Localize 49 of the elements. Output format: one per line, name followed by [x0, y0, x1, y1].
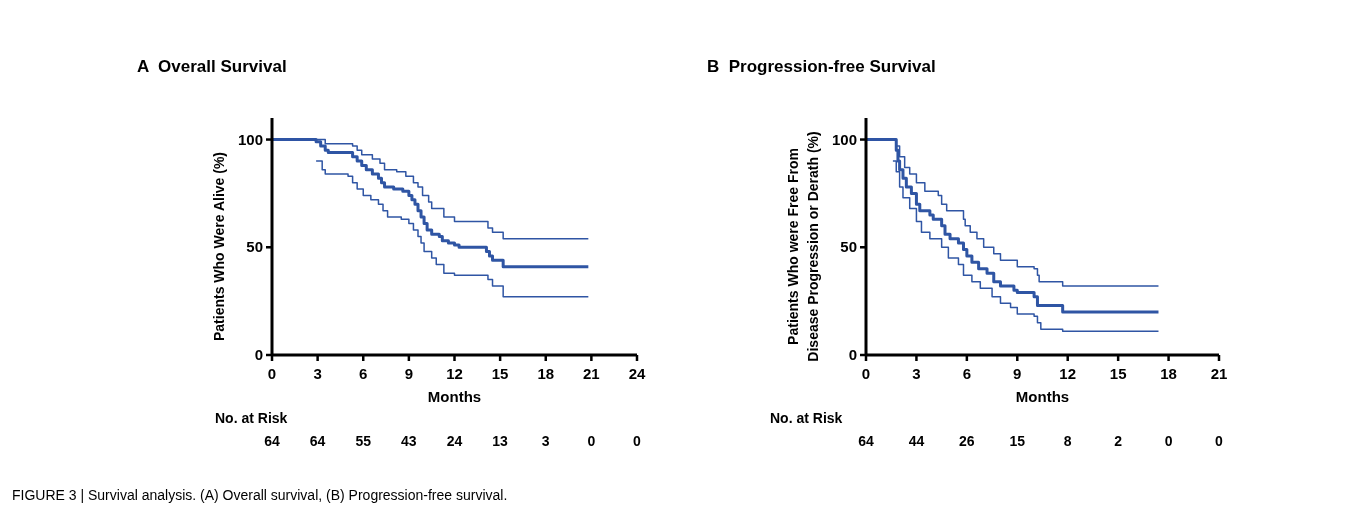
x-tick-label: 6: [962, 365, 972, 382]
caption: FIGURE 3 | Survival analysis. (A) Overall survival, (B) Progression-free survival.: [12, 487, 508, 503]
text: 3: [541, 433, 550, 449]
x-tick-label: 0: [267, 365, 277, 382]
y-tick-label: 100: [831, 130, 857, 148]
x-tick-label: 15: [491, 365, 509, 382]
text: 0: [1215, 433, 1224, 449]
x-tick-label: 12: [446, 365, 463, 382]
x-tick-label: 21: [583, 365, 600, 382]
text: 8: [1063, 433, 1072, 449]
x-tick-label: 6: [359, 365, 368, 382]
text: 55: [355, 433, 372, 449]
chart-title: A Overall Survival: [137, 57, 287, 76]
x-axis-title: Months: [427, 388, 482, 405]
text: 13: [492, 433, 509, 449]
x-tick-label: 18: [537, 365, 555, 382]
text: 43: [401, 433, 417, 449]
text: No. at Risk: [215, 410, 288, 426]
x-tick-label: 15: [1109, 365, 1127, 382]
y-axis-title: Patients Who Were Alive (%): [211, 151, 227, 342]
y-tick-label: 50: [840, 238, 857, 256]
y-axis-title: Patients Who were Free From Disease Progression or Derath (%): [785, 131, 821, 362]
text: 64: [858, 433, 874, 449]
y-tick-label: 50: [246, 238, 263, 256]
x-tick-label: 24: [628, 365, 646, 382]
text: 44: [908, 433, 925, 449]
x-axis-title: Months: [1015, 388, 1070, 405]
x-tick-label: 3: [912, 365, 921, 382]
x-tick-label: 9: [404, 365, 414, 382]
text: 64: [309, 433, 326, 449]
text: 24: [446, 433, 463, 449]
text: No. at Risk: [770, 410, 843, 426]
text: 2: [1114, 433, 1123, 449]
chart-title: B Progression-free Survival: [707, 57, 936, 76]
text: 26: [959, 433, 975, 449]
x-tick-label: 3: [313, 365, 322, 382]
text: 0: [1164, 433, 1173, 449]
x-tick-label: 9: [1013, 365, 1022, 382]
text: 64: [264, 433, 280, 449]
x-tick-label: 21: [1210, 365, 1228, 382]
y-tick-label: 100: [237, 130, 263, 148]
text: 0: [633, 433, 642, 449]
text: 15: [1009, 433, 1026, 449]
y-tick-label: 0: [254, 346, 263, 363]
x-tick-label: 18: [1160, 365, 1177, 382]
y-tick-label: 0: [848, 346, 857, 363]
x-tick-label: 0: [861, 365, 871, 382]
text: 0: [587, 433, 596, 449]
x-tick-label: 12: [1059, 365, 1077, 382]
